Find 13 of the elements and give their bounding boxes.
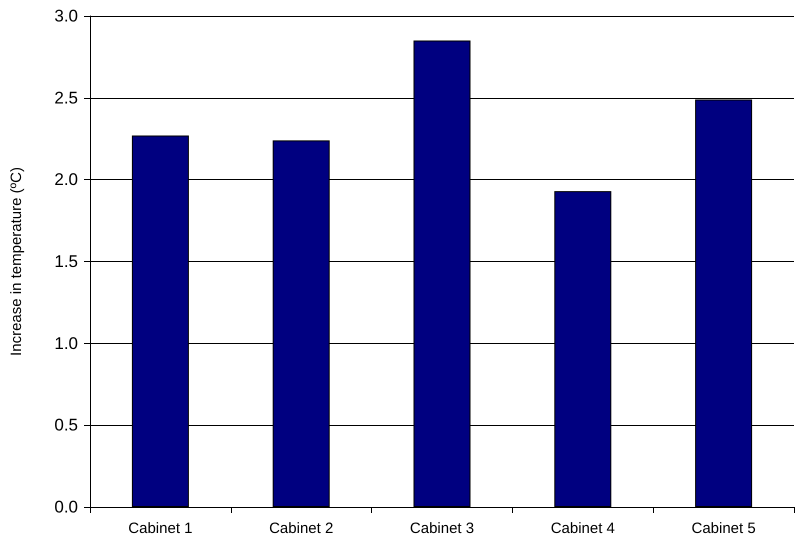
x-tick-label: Cabinet 4 (550, 520, 615, 537)
y-tick-label: 3.0 (54, 6, 78, 26)
y-tick-label: 1.0 (54, 334, 78, 353)
x-tick-label: Cabinet 5 (691, 520, 756, 537)
x-tick-label: Cabinet 2 (269, 520, 334, 537)
y-tick-label: 0.0 (54, 498, 78, 516)
y-tick-label: 1.5 (54, 252, 78, 271)
x-tick-label: Cabinet 1 (128, 520, 193, 537)
y-tick-label: 2.0 (54, 170, 78, 190)
y-axis-title: Increase in temperature (ºC) (8, 167, 25, 356)
y-tick-label: 0.5 (54, 416, 78, 435)
y-tick-label: 2.5 (54, 88, 78, 108)
x-tick-label: Cabinet 3 (410, 520, 474, 537)
